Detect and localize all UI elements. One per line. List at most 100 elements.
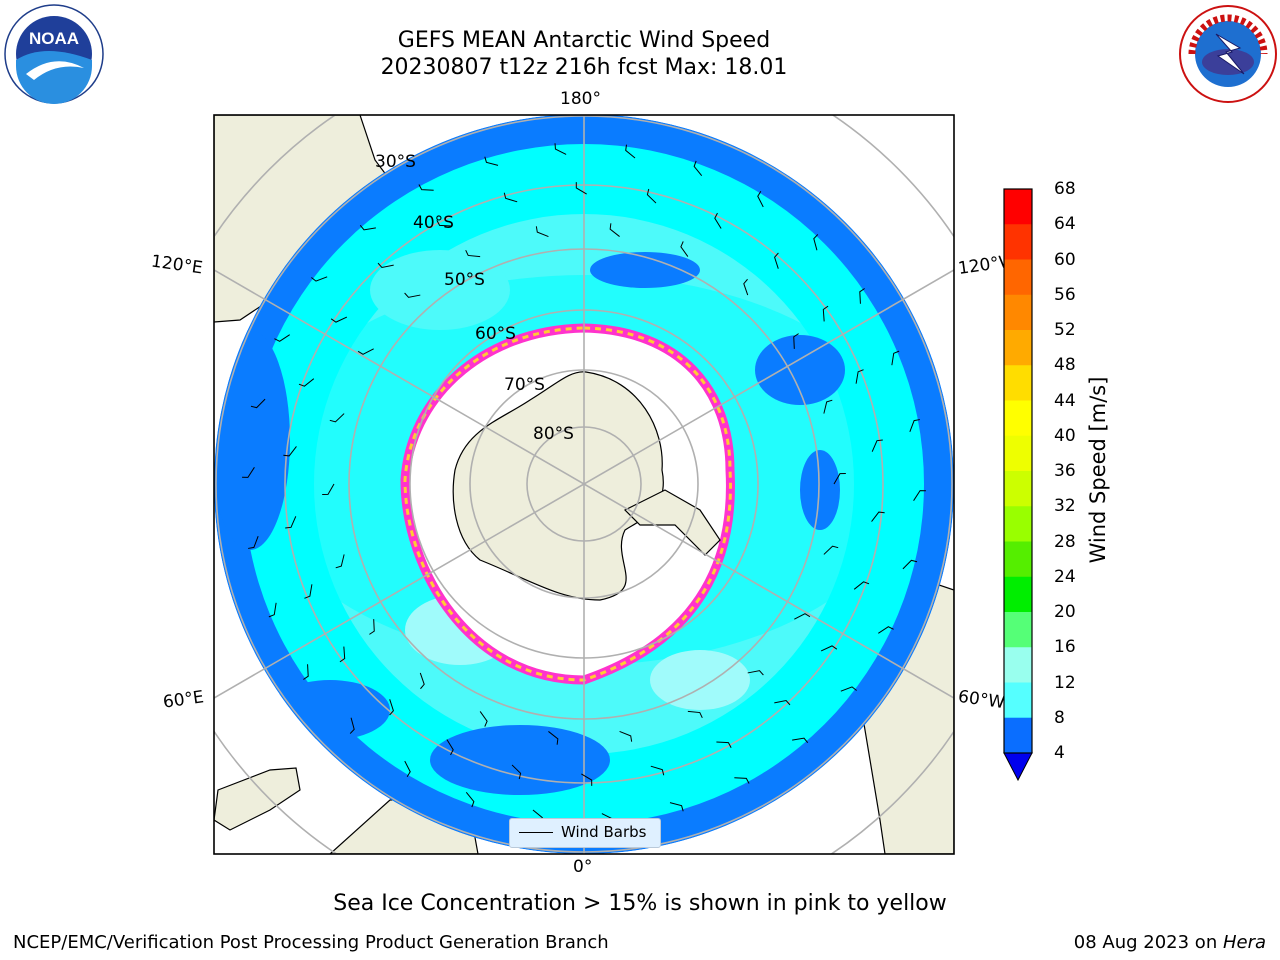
wind-barb [503, 192, 518, 203]
wind-barb [734, 777, 750, 784]
chart-title-line1: GEFS MEAN Antarctic Wind Speed [397, 28, 771, 53]
wind-barb [891, 350, 900, 366]
wind-barb [823, 399, 833, 414]
colorbar-tick-label: 56 [1054, 284, 1076, 305]
colorbar-tick-label: 12 [1054, 672, 1076, 693]
wind-barb [479, 711, 488, 727]
colorbar-tick-label: 16 [1054, 637, 1076, 658]
wind-barb [774, 252, 779, 269]
colorbar-cell [1004, 365, 1032, 401]
wind-barb [813, 234, 819, 251]
lon-label-0: 0° [573, 857, 593, 877]
wind-barb [878, 626, 894, 634]
wind-barb [548, 731, 559, 745]
wind-barb [625, 144, 636, 159]
wind-barb [250, 398, 266, 409]
wind-barb [303, 664, 309, 680]
colorbar-cell [1004, 330, 1032, 366]
wind-barb [242, 467, 255, 478]
wind-barb [871, 439, 883, 452]
wind-barb [274, 334, 290, 342]
chart-title-line2: 20230807 t12z 216h fcst Max: 18.01 [380, 55, 788, 80]
colorbar-tick-label: 64 [1054, 214, 1076, 235]
wind-barb [619, 730, 633, 742]
wind-barb [743, 278, 749, 296]
date-value: 08 Aug 2023 on [1073, 932, 1223, 953]
wind-barb [855, 369, 864, 384]
legend-line-swatch [519, 832, 553, 833]
wind-barb [349, 717, 355, 734]
land-antarctic-peninsula [623, 489, 721, 556]
lat-label-30s: 30°S [375, 152, 416, 172]
colorbar-cell [1004, 576, 1032, 613]
wind-barb [554, 143, 567, 155]
wind-barb [757, 191, 764, 208]
colorbar-cell [1004, 471, 1032, 507]
colorbar-cell [1004, 259, 1032, 296]
wind-barb [792, 737, 809, 743]
wind-barb [465, 249, 481, 258]
lat-label-50s: 50°S [444, 270, 485, 290]
wind-barb [913, 490, 926, 501]
wind-barb [339, 646, 346, 663]
wind-barb [902, 559, 918, 570]
wind-barb [871, 511, 885, 522]
colorbar-tick-label: 4 [1054, 743, 1065, 763]
wind-barb [575, 182, 587, 195]
wind-barb [436, 220, 452, 227]
colorbar-cell [1004, 400, 1032, 437]
wind-barb [747, 670, 764, 676]
colorbar-tick-label: 44 [1054, 390, 1076, 411]
colorbar-cell [1004, 189, 1032, 225]
wind-barb [283, 446, 297, 457]
wind-barb [419, 672, 425, 690]
wind-barb [853, 581, 870, 590]
wind-barb [404, 760, 411, 777]
wind-barb [833, 473, 846, 485]
wind-barb [687, 710, 703, 719]
wind-barb [650, 765, 665, 776]
colorbar-cell [1004, 647, 1032, 683]
colorbar-tick-label: 60 [1054, 249, 1076, 270]
wind-barb [716, 741, 732, 748]
lat-label-70s: 70°S [504, 375, 545, 395]
wind-barb [248, 536, 259, 549]
wind-barb [311, 276, 328, 282]
colorbar-cell [1004, 717, 1032, 753]
wind-barb [484, 156, 499, 166]
wind-barbs-legend: Wind Barbs [509, 818, 661, 848]
wind-barb [446, 739, 454, 756]
wind-barb [535, 226, 549, 238]
colorbar-tick-label: 8 [1054, 707, 1065, 728]
colorbar-tick-label: 48 [1054, 355, 1076, 376]
date-text: 08 Aug 2023 on Hera [1074, 932, 1266, 953]
colorbar-tick-label: 28 [1054, 531, 1076, 552]
wind-barb [669, 802, 684, 812]
colorbar-tick-label: 40 [1054, 425, 1076, 446]
colorbar-cell [1004, 435, 1032, 472]
colorbar-cell [1004, 541, 1032, 578]
colorbar-tick-label: 24 [1054, 566, 1076, 587]
wind-barb [389, 699, 394, 716]
colorbar-tick-label: 32 [1054, 496, 1076, 517]
wind-barb [680, 241, 689, 257]
machine-name: Hera [1222, 932, 1266, 953]
wind-barb [369, 619, 375, 635]
wind-barb [418, 184, 434, 191]
wind-barb [465, 791, 475, 808]
colorbar-cell [1004, 682, 1032, 719]
colorbar-cell [1004, 612, 1032, 648]
wind-barb [609, 223, 620, 237]
wind-barb [268, 602, 277, 618]
wind-barb [794, 613, 811, 620]
land-antarctica [452, 371, 664, 601]
colorbar-cell [1004, 294, 1032, 331]
wind-barb [714, 212, 722, 229]
wind-barb [377, 262, 394, 269]
colorbar-label: Wind Speed [m/s] [1086, 376, 1110, 564]
colorbar-extend-arrow [1003, 752, 1033, 782]
svg-text:NOAA: NOAA [29, 29, 79, 48]
wind-barb [820, 645, 838, 652]
wind-barb [298, 378, 315, 387]
